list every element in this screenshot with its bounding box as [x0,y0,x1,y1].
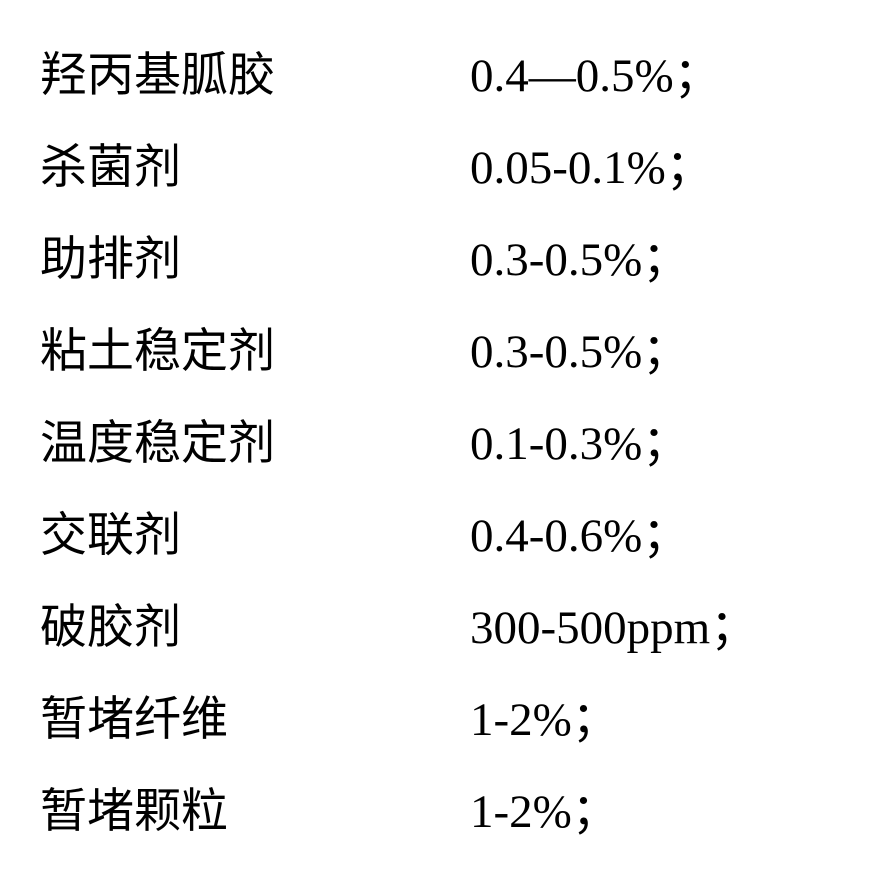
table-row: 温度稳定剂 0.1-0.3%； [40,398,843,490]
table-row: 暂堵纤维 1-2%； [40,674,843,766]
table-row: 杀菌剂 0.05-0.1%； [40,122,843,214]
table-row: 助排剂 0.3-0.5%； [40,214,843,306]
row-label: 粘土稳定剂 [40,306,470,398]
row-label: 交联剂 [40,490,470,582]
row-label: 暂堵颗粒 [40,766,470,858]
composition-table: 羟丙基胍胶 0.4—0.5%； 杀菌剂 0.05-0.1%； 助排剂 0.3-0… [0,0,883,883]
row-label: 羟丙基胍胶 [40,30,470,122]
row-label: 助排剂 [40,214,470,306]
row-label: 温度稳定剂 [40,398,470,490]
row-value: 300-500ppm； [470,582,757,674]
row-value: 0.3-0.5%； [470,214,689,306]
row-label: 暂堵纤维 [40,674,470,766]
table-row: 粘土稳定剂 0.3-0.5%； [40,306,843,398]
row-value: 0.05-0.1%； [470,122,713,214]
row-value: 0.4—0.5%； [470,30,721,122]
row-label: 破胶剂 [40,582,470,674]
table-row: 暂堵颗粒 1-2%； [40,766,843,858]
row-value: 1-2%； [470,766,619,858]
table-row: 破胶剂 300-500ppm； [40,582,843,674]
row-value: 0.4-0.6%； [470,490,689,582]
table-row: 交联剂 0.4-0.6%； [40,490,843,582]
table-row: 羟丙基胍胶 0.4—0.5%； [40,30,843,122]
row-value: 1-2%； [470,674,619,766]
row-value: 0.1-0.3%； [470,398,689,490]
row-value: 0.3-0.5%； [470,306,689,398]
row-label: 杀菌剂 [40,122,470,214]
